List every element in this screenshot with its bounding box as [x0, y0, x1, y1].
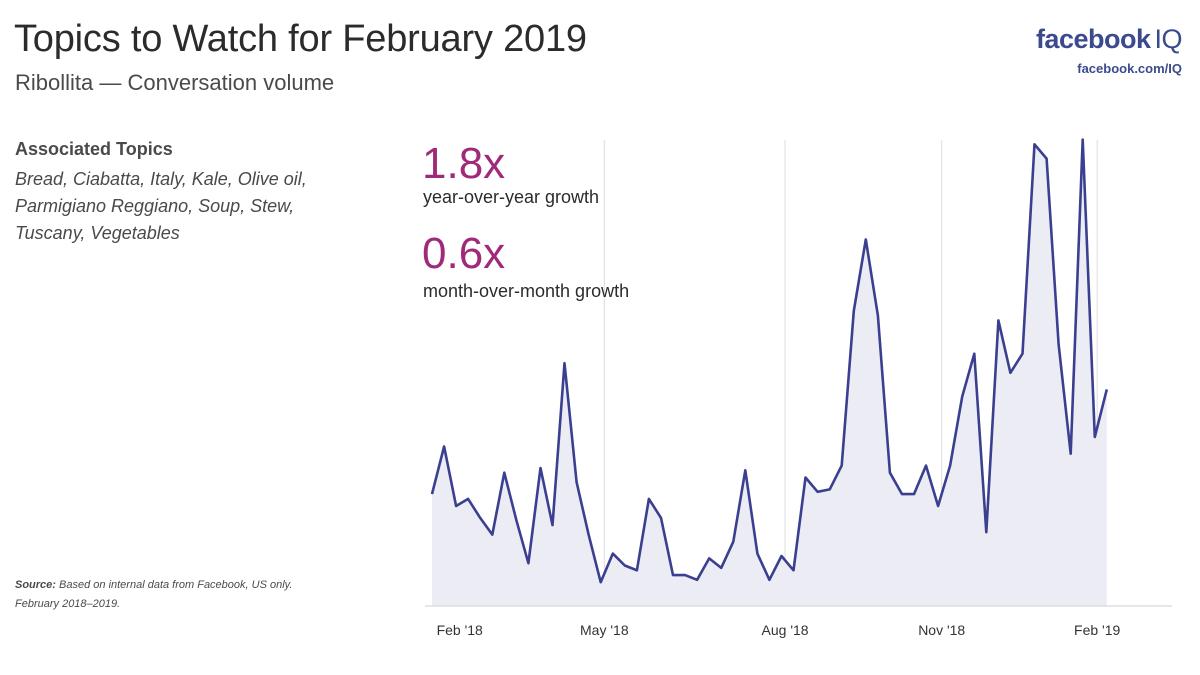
facebook-iq-logo[interactable]: facebook IQ — [1035, 24, 1183, 55]
volume-area-fill — [432, 139, 1107, 606]
mom-growth-label: month-over-month growth — [423, 281, 630, 301]
source-note: Source: Based on internal data from Face… — [15, 576, 335, 614]
x-tick-label: Aug '18 — [762, 622, 809, 638]
source-text: Based on internal data from Facebook, US… — [15, 579, 293, 610]
x-axis-ticks: Feb '18 May '18 Aug '18 Nov '18 Feb '19 — [437, 622, 1121, 638]
x-tick-label: May '18 — [580, 622, 629, 638]
associated-topics-list: Bread, Ciabatta, Italy, Kale, Olive oil,… — [15, 169, 307, 243]
page-subtitle: Ribollita — Conversation volume — [15, 70, 335, 95]
logo-suffix: IQ — [1154, 24, 1182, 54]
x-tick-label: Feb '18 — [437, 622, 483, 638]
source-label: Source: — [15, 579, 56, 591]
x-tick-label: Feb '19 — [1074, 622, 1120, 638]
mom-growth-value: 0.6x — [422, 229, 506, 278]
yoy-growth-value: 1.8x — [422, 139, 506, 188]
yoy-growth-label: year-over-year growth — [423, 187, 600, 207]
brand-url-link[interactable]: facebook.com/IQ — [1077, 61, 1182, 76]
page-title: Topics to Watch for February 2019 — [14, 18, 587, 60]
logo-word: facebook — [1035, 24, 1151, 54]
associated-topics-heading: Associated Topics — [15, 139, 173, 159]
volume-line — [430, 138, 1109, 584]
x-tick-label: Nov '18 — [918, 622, 965, 638]
brand-block: facebook IQ facebook.com/IQ — [1035, 24, 1183, 76]
